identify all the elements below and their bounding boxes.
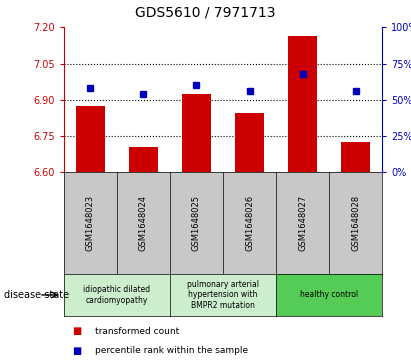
Bar — [341, 142, 370, 172]
Text: ■: ■ — [72, 346, 81, 356]
Text: GDS5610 / 7971713: GDS5610 / 7971713 — [135, 6, 276, 20]
Bar — [76, 106, 105, 172]
Text: GSM1648026: GSM1648026 — [245, 195, 254, 251]
Text: GSM1648023: GSM1648023 — [86, 195, 95, 251]
Text: pulmonary arterial
hypertension with
BMPR2 mutation: pulmonary arterial hypertension with BMP… — [187, 280, 259, 310]
Text: transformed count: transformed count — [95, 327, 179, 335]
Bar — [235, 113, 264, 172]
Text: GSM1648027: GSM1648027 — [298, 195, 307, 251]
Text: idiopathic dilated
cardiomyopathy: idiopathic dilated cardiomyopathy — [83, 285, 150, 305]
Bar — [182, 94, 211, 172]
Text: healthy control: healthy control — [300, 290, 358, 299]
Text: percentile rank within the sample: percentile rank within the sample — [95, 346, 248, 355]
Text: ■: ■ — [72, 326, 81, 336]
Text: GSM1648028: GSM1648028 — [351, 195, 360, 251]
Bar — [288, 36, 317, 172]
Text: disease state: disease state — [4, 290, 69, 300]
Bar — [129, 147, 158, 172]
Text: GSM1648024: GSM1648024 — [139, 195, 148, 251]
Text: GSM1648025: GSM1648025 — [192, 195, 201, 251]
